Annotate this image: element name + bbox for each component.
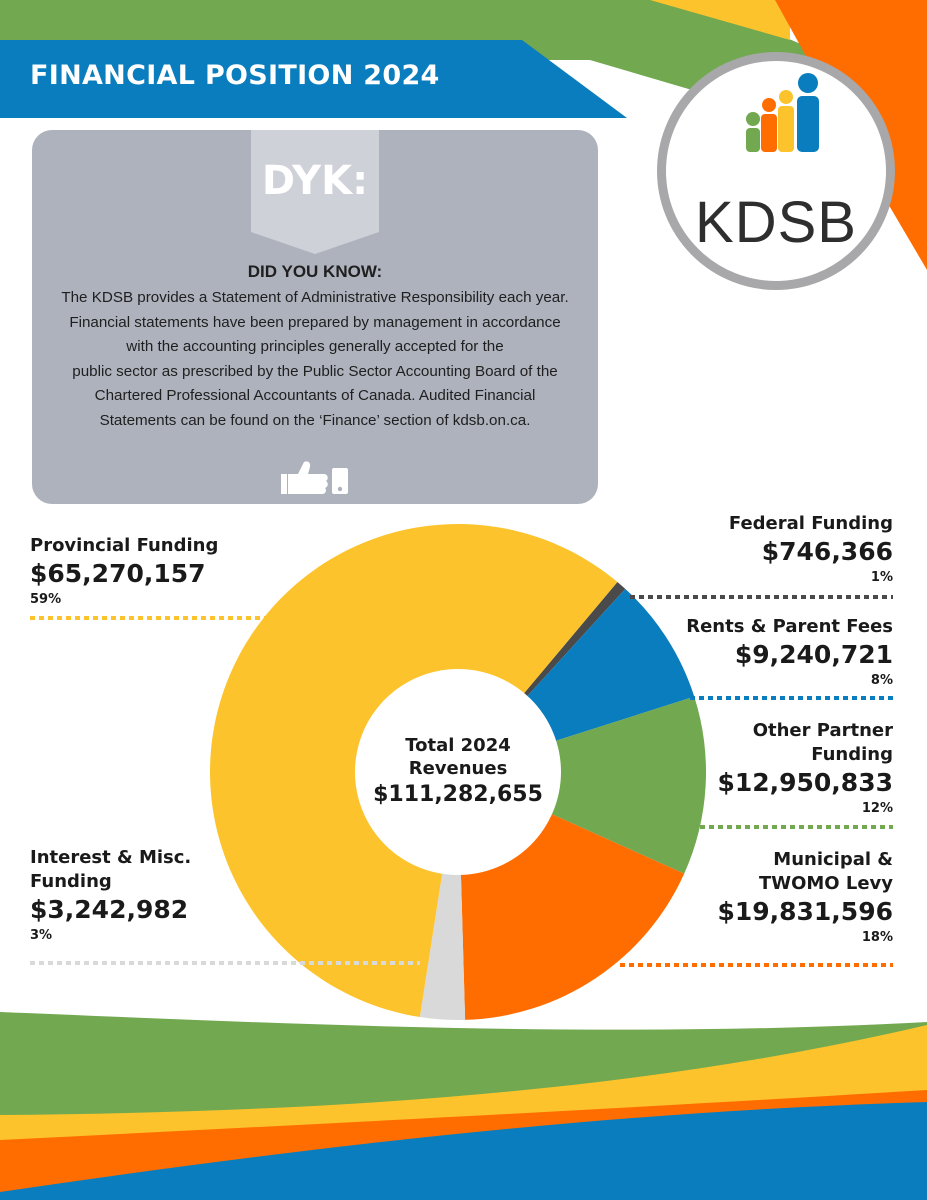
leader-lines — [30, 595, 893, 967]
label-percent: 12% — [861, 801, 893, 816]
label-name: Federal Funding — [728, 513, 893, 534]
label-municipal-twomo: Municipal & TWOMO Levy $19,831,596 18% — [717, 848, 893, 949]
thumbs-up-icon — [281, 461, 348, 494]
dyk-line: Chartered Professional Accountants of Ca… — [94, 387, 536, 405]
label-federal-funding: Federal Funding $746,366 1% — [729, 512, 893, 589]
label-name: Rents & Parent Fees — [686, 616, 893, 637]
label-amount: $12,950,833 — [717, 768, 893, 797]
label-interest-misc: Interest & Misc. Funding $3,242,982 3% — [30, 846, 191, 947]
did-you-know-box: DYK: DID YOU KNOW: The KDSB provides a S… — [32, 130, 598, 504]
bottom-blue-wave — [0, 1102, 927, 1200]
label-amount: $19,831,596 — [717, 897, 893, 926]
label-name: Provincial Funding — [30, 535, 219, 556]
label-other-partner-funding: Other Partner Funding $12,950,833 12% — [717, 719, 893, 820]
label-percent: 18% — [861, 930, 893, 945]
dyk-body: The KDSB provides a Statement of Adminis… — [32, 286, 598, 434]
kdsb-logo: KDSB — [657, 52, 895, 290]
family-icon — [746, 73, 819, 152]
chart-center-label: Total 2024 Revenues $111,282,655 — [356, 734, 560, 810]
dyk-heading: DID YOU KNOW: — [247, 262, 383, 281]
dyk-line: with the accounting principles generally… — [126, 338, 504, 356]
slice-other-partner-funding — [458, 696, 707, 874]
label-name: Funding — [30, 871, 112, 892]
header-blue-bar — [0, 40, 627, 118]
logo-text: KDSB — [695, 190, 857, 255]
label-name: Interest & Misc. — [30, 847, 192, 868]
label-amount: $3,242,982 — [30, 895, 189, 924]
label-percent: 3% — [30, 928, 53, 943]
label-name: TWOMO Levy — [758, 873, 893, 894]
label-amount: $9,240,721 — [734, 640, 893, 669]
label-name: Other Partner — [752, 720, 893, 741]
donut-hole — [355, 669, 561, 875]
label-amount: $746,366 — [761, 537, 893, 566]
page-title: FINANCIAL POSITION 2024 — [30, 60, 440, 91]
label-rents-parent-fees: Rents & Parent Fees $9,240,721 8% — [686, 615, 893, 692]
dyk-line: Financial statements have been prepared … — [69, 313, 561, 331]
label-percent: 8% — [870, 673, 893, 688]
center-label-line1: Total 2024 — [405, 735, 511, 756]
dyk-line: The KDSB provides a Statement of Adminis… — [61, 289, 569, 306]
top-yellow-band — [650, 0, 790, 40]
label-percent: 59% — [30, 592, 62, 607]
label-amount: $65,270,157 — [30, 559, 206, 588]
label-percent: 1% — [870, 570, 893, 585]
label-provincial-funding: Provincial Funding $65,270,157 59% — [30, 534, 218, 611]
dyk-line: public sector as prescribed by the Publi… — [72, 362, 558, 380]
dyk-line: Statements can be found on the ‘Finance’… — [99, 411, 531, 429]
center-total: $111,282,655 — [373, 782, 543, 807]
dyk-tag-label: DYK: — [261, 158, 369, 204]
center-label-line2: Revenues — [408, 758, 508, 779]
label-name: Municipal & — [773, 849, 893, 870]
label-name: Funding — [811, 744, 893, 765]
dyk-banner-tag — [251, 130, 379, 254]
